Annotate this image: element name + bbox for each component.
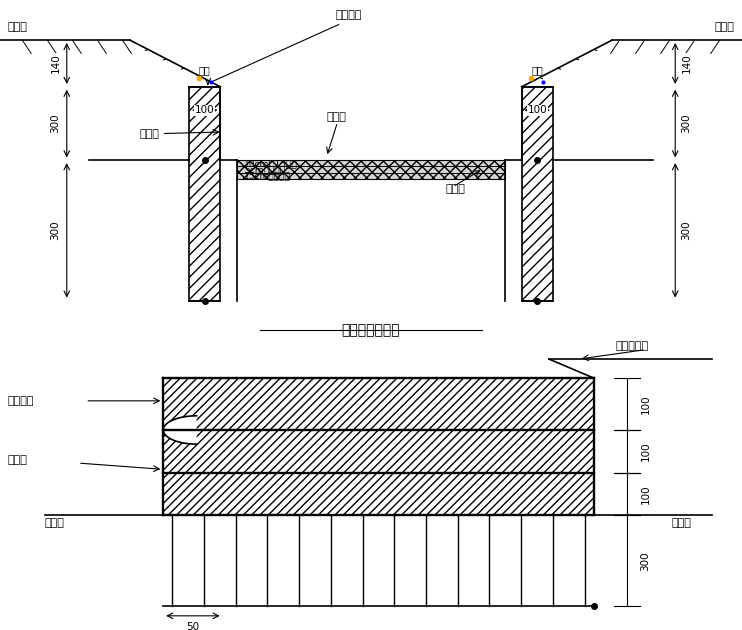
Text: 50: 50	[186, 622, 200, 630]
Text: 100: 100	[640, 442, 651, 461]
Text: 排水沟: 排水沟	[445, 184, 465, 193]
Text: 100: 100	[640, 394, 651, 414]
Text: 基坑支护侧面图: 基坑支护侧面图	[341, 323, 401, 337]
Polygon shape	[163, 472, 594, 515]
Text: 300: 300	[50, 220, 61, 240]
Text: 竹片网: 竹片网	[139, 129, 160, 139]
Text: 300: 300	[681, 220, 692, 240]
Polygon shape	[522, 87, 553, 301]
Polygon shape	[163, 416, 197, 444]
Text: 140: 140	[50, 54, 61, 73]
Text: 5cm碎石垫层: 5cm碎石垫层	[244, 165, 285, 174]
Text: 钢管桩支护: 钢管桩支护	[616, 341, 649, 352]
Text: 基坑底: 基坑底	[672, 518, 692, 528]
Text: 300: 300	[681, 114, 692, 134]
Polygon shape	[189, 87, 220, 301]
Text: 15cm片石垫层: 15cm片石垫层	[244, 171, 291, 180]
Text: 原地面: 原地面	[7, 21, 27, 32]
Polygon shape	[237, 160, 505, 179]
Text: 300: 300	[640, 551, 651, 571]
Text: 100: 100	[640, 484, 651, 503]
Polygon shape	[163, 378, 594, 430]
Text: 140: 140	[681, 54, 692, 73]
Text: 10cmC15素砼: 10cmC15素砼	[244, 159, 298, 168]
Text: 100: 100	[528, 105, 547, 115]
Text: 基坑底: 基坑底	[45, 518, 65, 528]
Text: 竹片网: 竹片网	[7, 455, 27, 465]
Text: 100: 100	[195, 105, 214, 115]
Polygon shape	[163, 430, 594, 472]
Text: 原地面: 原地面	[715, 21, 735, 32]
Text: 平台: 平台	[531, 65, 543, 75]
Text: 基坑底: 基坑底	[326, 112, 347, 122]
Text: 300: 300	[50, 114, 61, 134]
Text: 平台: 平台	[199, 65, 211, 75]
Text: 钢管围棱: 钢管围棱	[7, 396, 34, 406]
Text: 钢管支护: 钢管支护	[335, 10, 362, 20]
